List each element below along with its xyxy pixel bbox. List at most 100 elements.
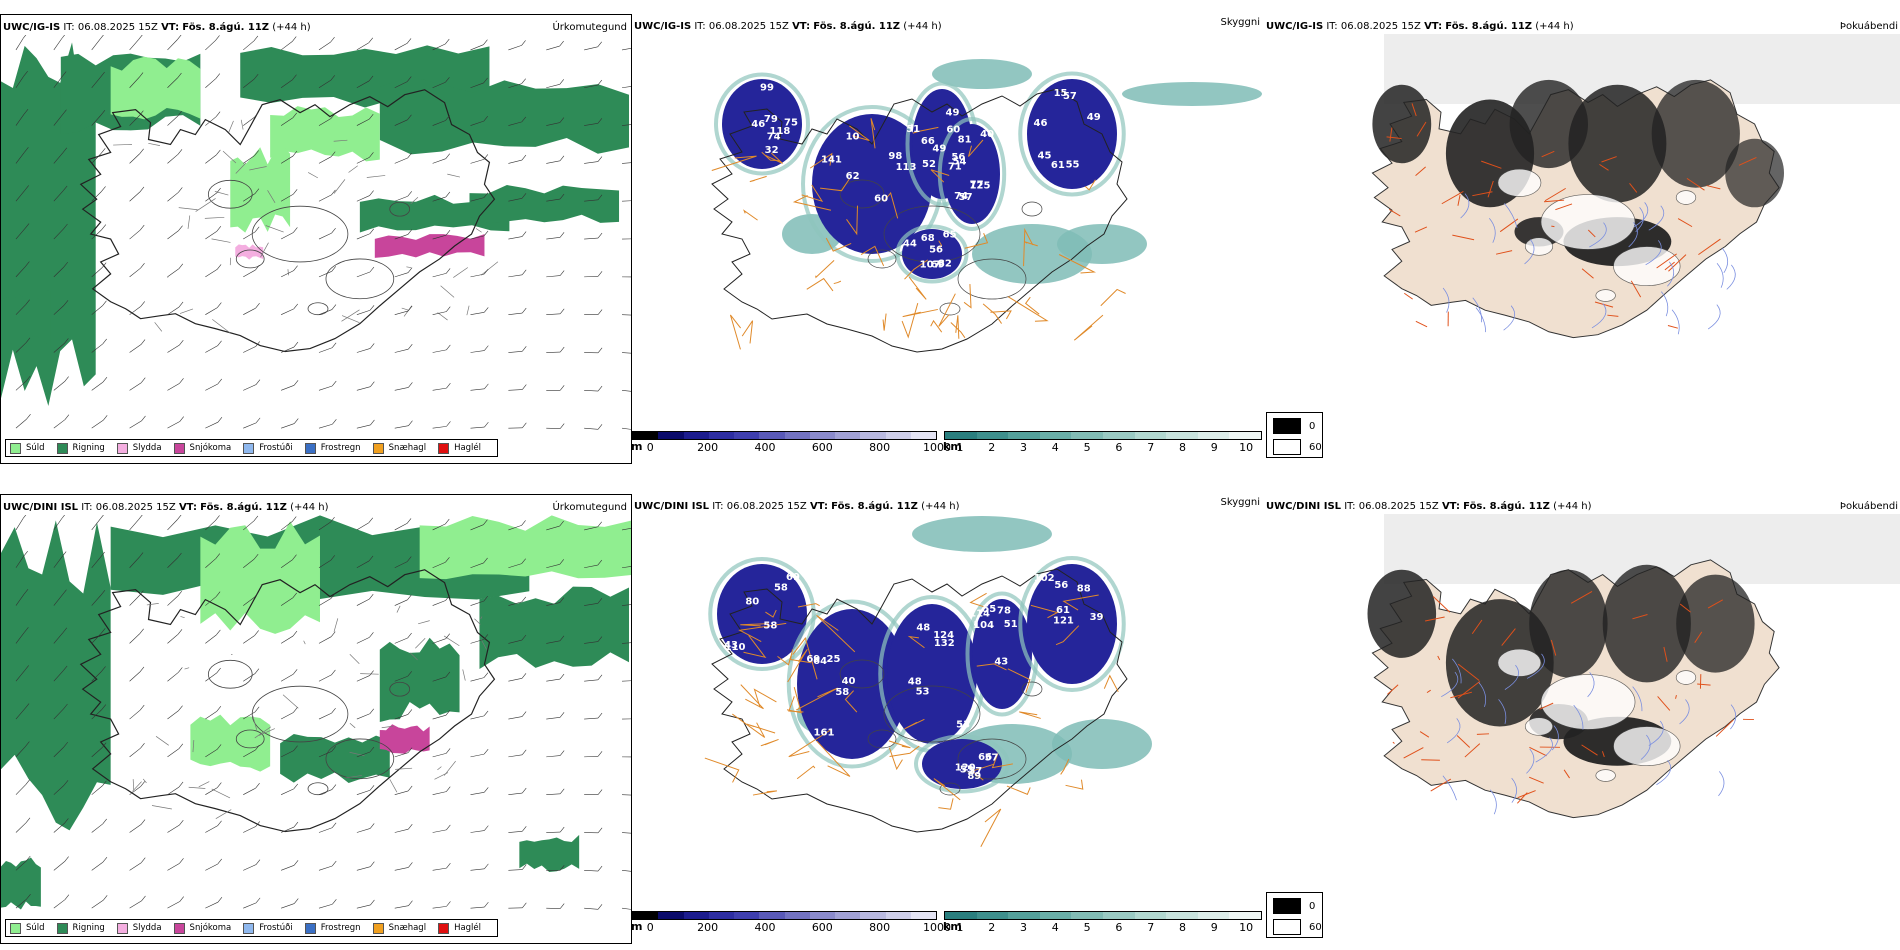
wind-barb-flag (25, 337, 31, 344)
panel-header: UWC/DINI ISL IT: 06.08.2025 15Z VT: Fös.… (1266, 501, 1898, 512)
road (410, 652, 418, 661)
wind-barb (280, 193, 294, 202)
precip-area (419, 515, 631, 580)
road (806, 277, 834, 292)
wind-barb (167, 824, 180, 833)
wind-barb (167, 344, 180, 353)
road (1555, 203, 1573, 211)
wind-barb-flag (292, 516, 297, 522)
wind-barb-flag (484, 383, 489, 390)
wind-barb (91, 785, 103, 795)
wind-barb (205, 901, 219, 909)
ceiling-value-label: 10 (846, 132, 860, 143)
road (1100, 288, 1126, 307)
wind-barb-flag (330, 631, 336, 637)
ceiling-value-label: 78 (997, 606, 1011, 617)
wind-barb-flag (483, 39, 488, 45)
ceiling-value-label: 62 (846, 171, 860, 182)
wind-barb (470, 388, 485, 391)
road (904, 259, 929, 280)
ceiling-value-label: 39 (1090, 612, 1104, 623)
cloud-ceiling-area (1027, 79, 1117, 189)
colorbar-tick-label: 4 (1051, 441, 1059, 454)
wind-barb (15, 114, 25, 126)
legend-label: Slydda (132, 923, 162, 933)
wind-barb-flag (522, 864, 527, 870)
wind-barb (318, 271, 332, 278)
legend-label: Súld (26, 923, 45, 933)
wind-barb-flag (521, 269, 527, 276)
wind-barb-flag (559, 520, 564, 527)
road (1058, 254, 1097, 274)
river (1489, 789, 1497, 815)
road (844, 690, 858, 713)
wind-barb (546, 793, 561, 795)
wind-barb (243, 826, 256, 833)
wind-barb (621, 528, 631, 531)
wind-barb (356, 789, 371, 795)
wind-barb-flag (446, 786, 451, 792)
visibility-area (932, 59, 1032, 89)
wind-barb-flag (522, 307, 527, 314)
wind-barb (356, 866, 371, 871)
wind-barb-flag (101, 262, 107, 268)
wind-barb (394, 272, 409, 278)
ceiling-value-label: 77 (970, 180, 984, 191)
wind-barb (280, 346, 295, 353)
wind-barb-flag (62, 589, 67, 595)
colorbar-bin (1039, 912, 1072, 919)
road (179, 308, 194, 314)
wind-barb-flag (369, 708, 375, 714)
wind-barb-flag (102, 415, 108, 421)
wind-barb (280, 673, 294, 682)
ceiling-value-label: 46 (751, 119, 765, 130)
ceiling-value-label: 51 (906, 124, 920, 135)
road (1065, 779, 1084, 790)
wind-barb-flag (292, 630, 298, 637)
wind-barb (470, 906, 485, 909)
wind-barb-flag (255, 303, 260, 309)
wind-barb (546, 237, 561, 240)
wind-barb (621, 427, 631, 430)
road (381, 725, 394, 729)
island (1367, 559, 1780, 819)
colorbar-bin (759, 432, 785, 439)
road (214, 191, 229, 196)
wind-barb-flag (483, 634, 489, 640)
wind-barb-flag (521, 116, 527, 123)
wind-barb (280, 788, 294, 795)
colorbar-tick-label: 9 (1210, 921, 1218, 934)
wind-barb-flag (140, 781, 145, 787)
wind-barb (53, 899, 66, 909)
road (466, 305, 470, 316)
road (1415, 166, 1426, 176)
colorbar-bin (658, 912, 684, 919)
road (795, 687, 838, 711)
road (1679, 603, 1691, 613)
wind-barb-flag (293, 821, 299, 828)
colorbar-unit: km (943, 920, 962, 933)
road (240, 119, 244, 130)
wind-barb (584, 46, 598, 51)
ceiling-panel-2: UWC/DINI ISL IT: 06.08.2025 15Z VT: Fös.… (631, 494, 1264, 944)
legend-label: Frostúði (259, 923, 293, 933)
wind-barb-flag (178, 667, 183, 673)
wind-barb-flag (61, 515, 66, 519)
wind-barb-flag (179, 378, 184, 384)
wind-barb (91, 633, 102, 644)
colorbar-bin (734, 432, 760, 439)
river (1472, 297, 1482, 323)
ceiling-value-label: 54 (953, 156, 967, 167)
wind-barb (280, 597, 293, 606)
cloud-ceiling-area (972, 599, 1032, 709)
wind-barb-flag (179, 339, 184, 346)
wind-barb-flag (179, 896, 184, 902)
wind-barb (318, 309, 333, 315)
wind-barb (508, 45, 522, 51)
wind-barb-flag (330, 151, 336, 157)
road (971, 763, 995, 781)
wind-barb-flag (522, 787, 527, 794)
wind-barb-flag (559, 193, 565, 200)
wind-barb (356, 386, 371, 391)
glacier-outline (235, 729, 265, 749)
